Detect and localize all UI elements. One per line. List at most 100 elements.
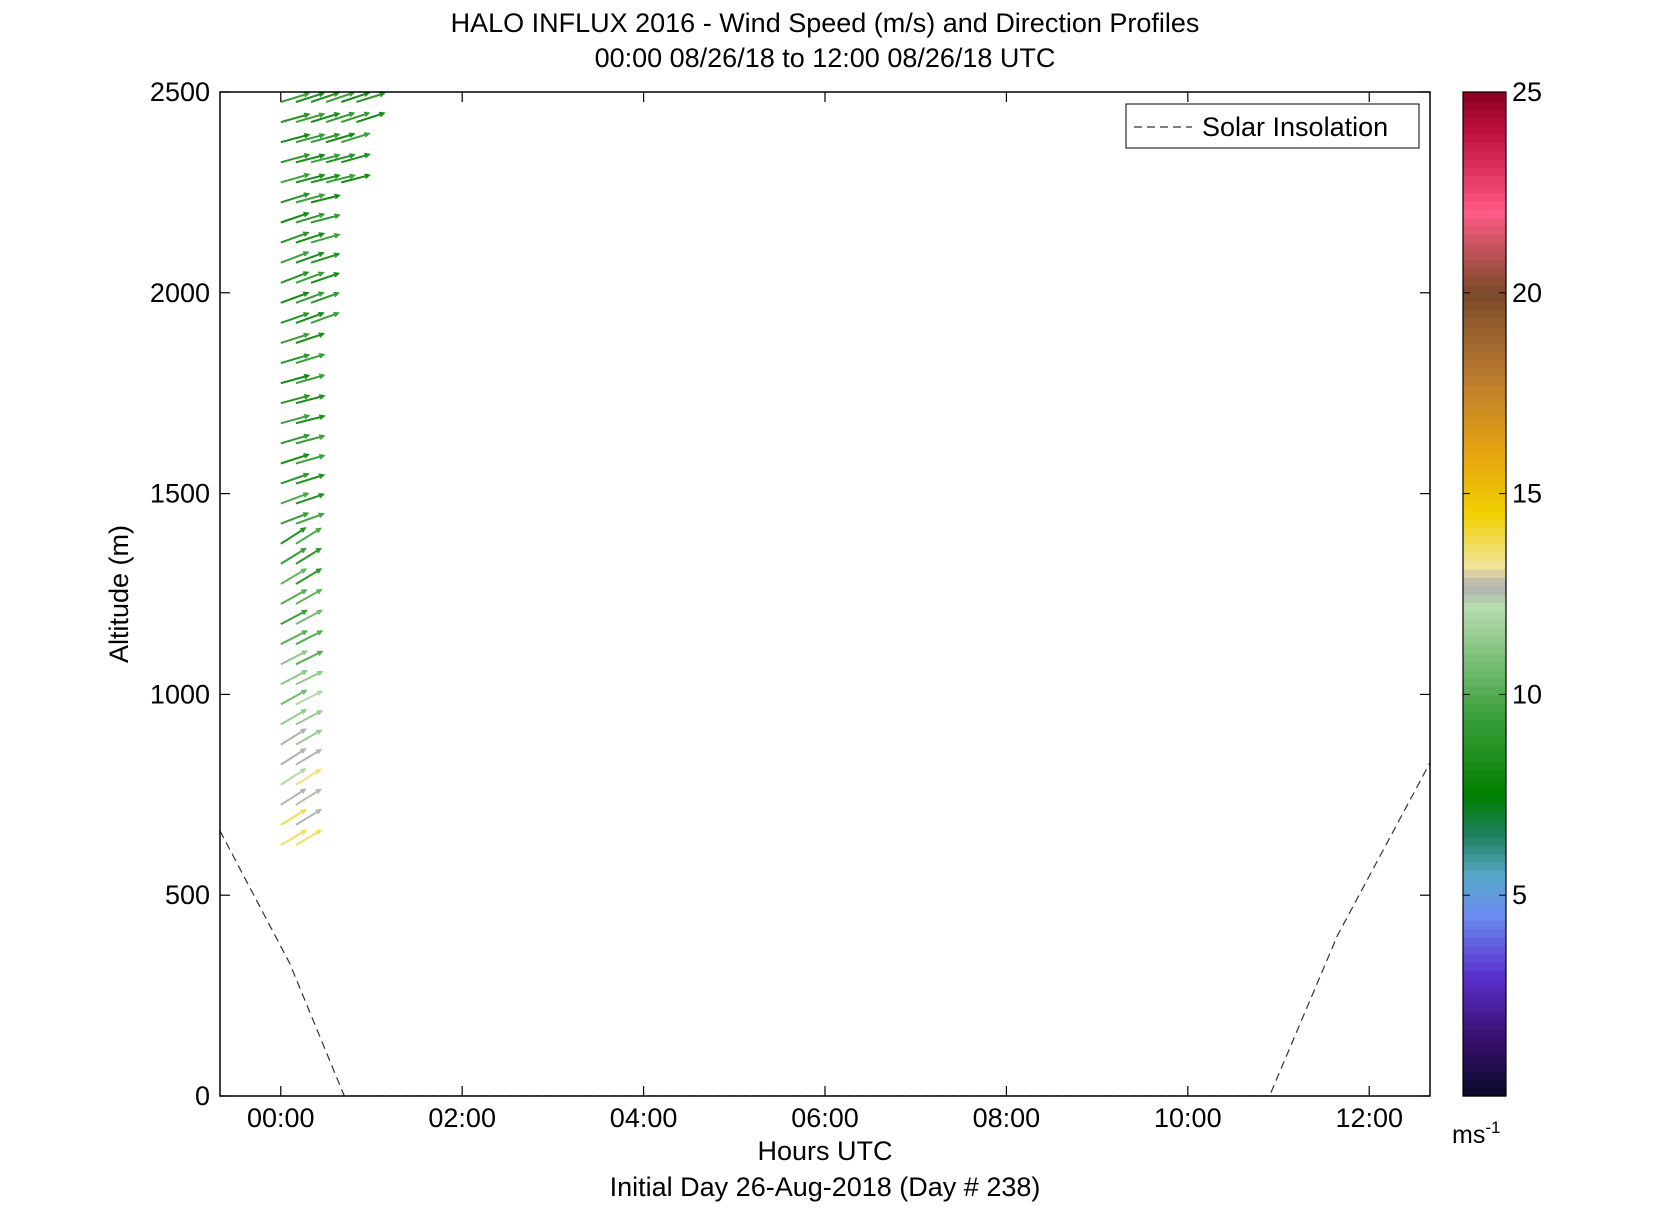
wind-vector	[280, 434, 309, 445]
wind-vector-head	[300, 768, 307, 774]
wind-vector	[280, 92, 309, 103]
wind-vector	[280, 212, 309, 224]
wind-vector	[295, 609, 322, 625]
colorbar-band	[1463, 359, 1506, 369]
wind-vector-head	[333, 252, 341, 258]
x-tick-label: 04:00	[610, 1103, 678, 1133]
wind-vector	[295, 252, 324, 264]
colorbar-band	[1463, 719, 1506, 729]
colorbar-band	[1463, 92, 1506, 101]
colorbar-band	[1463, 426, 1506, 436]
colorbar-band	[1463, 727, 1506, 737]
wind-vector	[295, 394, 325, 405]
wind-vector-head	[318, 112, 326, 118]
colorbar-band	[1463, 543, 1506, 553]
colorbar-band	[1463, 435, 1506, 444]
colorbar-band	[1463, 987, 1506, 997]
wind-vector-head	[334, 153, 341, 159]
wind-vector	[325, 133, 355, 144]
wind-vector-head	[303, 332, 311, 339]
colorbar-band	[1463, 778, 1506, 788]
wind-vector-head	[315, 568, 323, 574]
wind-vector	[280, 568, 307, 585]
x-axis-label: Hours UTC	[757, 1136, 892, 1166]
wind-vector	[280, 374, 309, 385]
wind-vector	[295, 710, 322, 726]
wind-vector-head	[316, 609, 324, 615]
colorbar-band	[1463, 803, 1506, 813]
wind-vector	[295, 768, 322, 786]
colorbar-band	[1463, 761, 1506, 771]
wind-vector-head	[303, 112, 311, 119]
wind-vector	[280, 453, 309, 465]
wind-vector-head	[300, 728, 307, 734]
legend: Solar Insolation	[1125, 103, 1420, 149]
wind-vector-head	[301, 689, 308, 695]
wind-vector-head	[300, 829, 308, 836]
wind-vector	[341, 132, 370, 144]
colorbar-band	[1463, 769, 1506, 779]
chart-subtitle: 00:00 08/26/18 to 12:00 08/26/18 UTC	[595, 43, 1056, 73]
wind-vector	[295, 174, 325, 184]
colorbar-band	[1463, 560, 1506, 570]
wind-vector-head	[316, 690, 324, 696]
wind-vector	[310, 253, 339, 264]
colorbar-band	[1463, 384, 1506, 394]
colorbar-band	[1463, 577, 1506, 587]
colorbar-band	[1463, 694, 1506, 704]
wind-vector	[340, 112, 370, 124]
colorbar-band	[1463, 903, 1506, 913]
wind-vector	[280, 394, 310, 405]
wind-vector-head	[364, 152, 371, 159]
wind-vector	[280, 609, 307, 625]
wind-vector-head	[303, 433, 311, 440]
wind-vector-head	[334, 173, 341, 180]
solar-insolation-line	[220, 762, 1430, 1096]
colorbar-band	[1463, 125, 1506, 135]
wind-vector-head	[316, 670, 324, 677]
colorbar-band	[1463, 451, 1506, 461]
colorbar-band	[1463, 184, 1506, 193]
colorbar-band	[1463, 702, 1506, 712]
wind-vector	[280, 589, 307, 605]
colorbar-band	[1463, 1020, 1506, 1030]
wind-vector-head	[316, 588, 323, 595]
wind-vector	[295, 650, 323, 666]
wind-vector	[280, 414, 309, 425]
wind-vector	[295, 547, 322, 565]
wind-vector-head	[348, 111, 356, 118]
colorbar-band	[1463, 744, 1506, 754]
colorbar-band	[1463, 234, 1506, 244]
x-axis: 00:00 02:00 04:00 06:00 08:00 10:00 12:00	[247, 92, 1403, 1133]
colorbar-band	[1463, 978, 1506, 988]
wind-vector-head	[315, 768, 323, 775]
colorbar-band	[1463, 995, 1506, 1005]
wind-vector-head	[318, 434, 326, 440]
wind-vector-head	[300, 788, 307, 794]
wind-vector-head	[303, 312, 310, 318]
wind-vector-head	[363, 111, 371, 118]
wind-vector	[280, 708, 307, 726]
y-tick-label: 1500	[150, 479, 210, 509]
colorbar-band	[1463, 895, 1506, 905]
colorbar-band	[1463, 200, 1506, 210]
wind-vector-head	[318, 492, 326, 499]
colorbar-band	[1463, 267, 1506, 277]
wind-vector-head	[318, 193, 326, 199]
colorbar-band	[1463, 418, 1506, 428]
colorbar-band	[1463, 535, 1506, 545]
wind-vector	[280, 669, 307, 686]
wind-vector-head	[378, 92, 386, 98]
wind-vector-head	[333, 311, 340, 318]
colorbar-bands	[1463, 92, 1506, 1097]
colorbar-tick-label: 5	[1512, 880, 1527, 910]
wind-vector-head	[316, 710, 324, 716]
wind-vector-head	[301, 650, 309, 656]
wind-vector-head	[303, 472, 310, 479]
wind-vector-head	[302, 291, 310, 297]
colorbar-band	[1463, 660, 1506, 670]
wind-vector-head	[303, 373, 311, 380]
colorbar-band	[1463, 1012, 1506, 1022]
wind-vector-head	[303, 172, 311, 179]
